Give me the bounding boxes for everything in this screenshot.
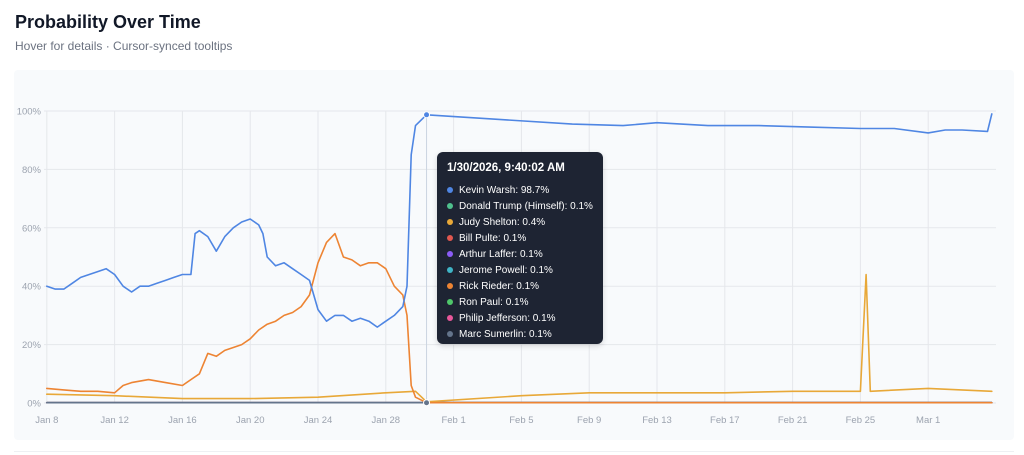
y-tick-label: 60% (22, 223, 42, 234)
tooltip-row-label: Arthur Laffer: 0.1% (459, 248, 543, 260)
tooltip-row-label: Marc Sumerlin: 0.1% (459, 328, 552, 340)
tooltip-row: Arthur Laffer: 0.1% (447, 246, 603, 262)
tooltip-row-label: Ron Paul: 0.1% (459, 296, 529, 308)
x-tick-label: Jan 12 (100, 415, 129, 426)
x-tick-label: Feb 5 (509, 415, 533, 426)
x-tick-label: Jan 28 (372, 415, 401, 426)
tooltip-row: Donald Trump (Himself): 0.1% (447, 198, 603, 214)
series-color-dot-icon (447, 267, 453, 273)
chart-panel[interactable]: 0% 20% 40% 60% 80% 100% Jan 8 Jan 12 Jan 16 Jan 2… (14, 70, 1014, 440)
series-color-dot-icon (447, 235, 453, 241)
x-tick-label: Feb 25 (846, 415, 876, 426)
tooltip-row: Kevin Warsh: 98.7% (447, 182, 603, 198)
series-line (45, 113, 993, 328)
series-color-dot-icon (447, 187, 453, 193)
x-tick-label: Feb 17 (710, 415, 740, 426)
series-color-dot-icon (447, 203, 453, 209)
series-line (45, 232, 993, 404)
tooltip-row-label: Jerome Powell: 0.1% (459, 264, 553, 276)
y-tick-label: 100% (17, 107, 42, 118)
hover-point-bottom (423, 399, 431, 407)
x-tick-label: Mar 1 (916, 415, 940, 426)
series-color-dot-icon (447, 251, 453, 257)
x-tick-label: Jan 8 (35, 415, 58, 426)
tooltip-row-label: Rick Rieder: 0.1% (459, 280, 540, 292)
tooltip-rows: Kevin Warsh: 98.7% Donald Trump (Himself)… (447, 182, 603, 342)
series-color-dot-icon (447, 331, 453, 337)
x-tick-label: Feb 21 (778, 415, 808, 426)
tooltip-row: Philip Jefferson: 0.1% (447, 310, 603, 326)
tooltip-row-label: Bill Pulte: 0.1% (459, 232, 527, 244)
tooltip-row-label: Kevin Warsh: 98.7% (459, 184, 550, 196)
series-color-dot-icon (447, 283, 453, 289)
hover-tooltip: 1/30/2026, 9:40:02 AM Kevin Warsh: 98.7%… (437, 152, 603, 344)
x-tick-label: Jan 16 (168, 415, 197, 426)
y-tick-label: 0% (27, 399, 41, 410)
x-tick-label: Feb 1 (441, 415, 465, 426)
x-tick-label: Feb 9 (577, 415, 601, 426)
hover-point-kevin-warsh (423, 111, 431, 119)
series-line (45, 273, 993, 403)
tooltip-row: Marc Sumerlin: 0.1% (447, 326, 603, 342)
tooltip-row: Ron Paul: 0.1% (447, 294, 603, 310)
tooltip-row-label: Philip Jefferson: 0.1% (459, 312, 556, 324)
chart-title: Probability Over Time (15, 12, 201, 32)
probability-chart[interactable]: 0% 20% 40% 60% 80% 100% Jan 8 Jan 12 Jan 16 Jan 2… (14, 70, 1014, 440)
x-tick-label: Jan 20 (236, 415, 265, 426)
y-tick-label: 40% (22, 282, 42, 293)
tooltip-row: Jerome Powell: 0.1% (447, 262, 603, 278)
y-tick-label: 20% (22, 340, 42, 351)
series-color-dot-icon (447, 219, 453, 225)
tooltip-row: Bill Pulte: 0.1% (447, 230, 603, 246)
tooltip-timestamp: 1/30/2026, 9:40:02 AM (447, 162, 565, 174)
chart-subtitle: Hover for details · Cursor-synced toolti… (15, 39, 233, 53)
series-color-dot-icon (447, 315, 453, 321)
tooltip-row-label: Donald Trump (Himself): 0.1% (459, 200, 593, 212)
tooltip-row: Rick Rieder: 0.1% (447, 278, 603, 294)
tooltip-row-label: Judy Shelton: 0.4% (459, 216, 546, 228)
tooltip-row: Judy Shelton: 0.4% (447, 214, 603, 230)
x-tick-label: Feb 13 (642, 415, 672, 426)
y-tick-label: 80% (22, 165, 42, 176)
series-color-dot-icon (447, 299, 453, 305)
x-tick-label: Jan 24 (304, 415, 333, 426)
divider (14, 451, 1014, 452)
